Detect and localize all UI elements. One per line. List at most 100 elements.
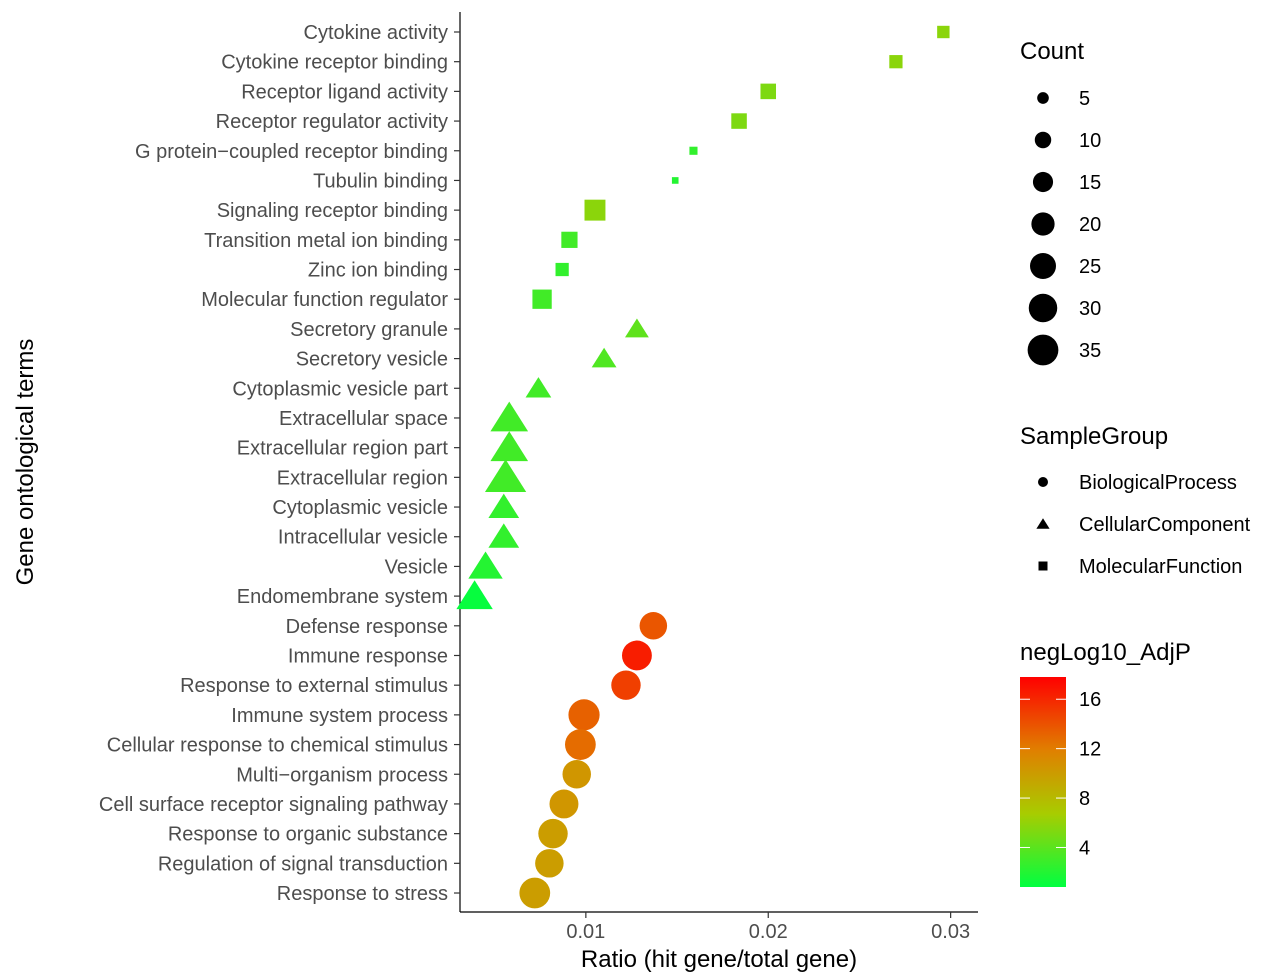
point-intracellular-vesicle	[488, 523, 520, 548]
data-points	[456, 25, 950, 909]
point-tubulin-binding	[671, 177, 679, 184]
colorbar-label-12: 12	[1079, 739, 1101, 761]
y-tick-label-molecular-function-regulator: Molecular function regulator	[201, 289, 448, 311]
legend-shape-key-biologicalprocess	[1038, 477, 1048, 487]
y-axis-title: Gene ontological terms	[12, 339, 39, 586]
legend-count-label-15: 15	[1079, 172, 1101, 194]
y-tick-label-response-to-external-stimulus: Response to external stimulus	[180, 675, 448, 697]
point-molecular-function-regulator	[532, 289, 552, 309]
y-tick-label-secretory-granule: Secretory granule	[290, 319, 448, 341]
y-tick-label-cytoplasmic-vesicle-part: Cytoplasmic vesicle part	[232, 378, 448, 400]
legend-color-title: negLog10_AdjP	[1020, 639, 1191, 666]
y-tick-label-zinc-ion-binding: Zinc ion binding	[308, 260, 448, 282]
legend-count-label-10: 10	[1079, 130, 1101, 152]
y-tick-label-secretory-vesicle: Secretory vesicle	[296, 349, 448, 371]
legend-count-key-20	[1031, 212, 1055, 236]
colorbar-label-8: 8	[1079, 788, 1090, 810]
point-secretory-vesicle	[591, 347, 617, 368]
point-receptor-ligand-activity	[760, 83, 777, 100]
legend-count-key-30	[1028, 293, 1058, 323]
x-axis-ticks: 0.01 0.02 0.03	[566, 912, 970, 943]
legend-samplegroup: SampleGroup BiologicalProcess CellularCom…	[1020, 423, 1251, 578]
legend-count-key-5	[1037, 92, 1049, 104]
y-tick-label-receptor-regulator-activity: Receptor regulator activity	[216, 111, 448, 133]
legend-count-label-30: 30	[1079, 298, 1101, 320]
y-tick-label-signaling-receptor-binding: Signaling receptor binding	[217, 200, 448, 222]
y-tick-label-endomembrane-system: Endomembrane system	[237, 586, 448, 608]
y-tick-label-g-protein-coupled-receptor-binding: G protein−coupled receptor binding	[135, 141, 448, 163]
colorbar	[1020, 677, 1066, 887]
legend-count-title: Count	[1020, 38, 1084, 65]
point-transition-metal-ion-binding	[561, 231, 578, 248]
legend-count-key-10	[1034, 131, 1052, 149]
point-regulation-of-signal-transduction	[535, 849, 564, 878]
point-secretory-granule	[625, 318, 649, 338]
legend-count-key-35	[1027, 334, 1059, 366]
y-tick-label-multi-organism-process: Multi−organism process	[236, 764, 448, 786]
colorbar-label-4: 4	[1079, 837, 1090, 859]
point-cytokine-receptor-binding	[889, 55, 903, 69]
y-tick-label-tubulin-binding: Tubulin binding	[313, 170, 448, 192]
point-multi-organism-process	[562, 760, 591, 789]
point-response-to-stress	[519, 877, 551, 909]
x-tick-label-0.01: 0.01	[566, 921, 605, 943]
y-tick-label-response-to-stress: Response to stress	[277, 883, 448, 905]
y-tick-label-immune-system-process: Immune system process	[231, 705, 448, 727]
legend-samplegroup-title: SampleGroup	[1020, 423, 1168, 450]
point-cytokine-activity	[937, 25, 950, 39]
y-tick-label-transition-metal-ion-binding: Transition metal ion binding	[204, 230, 448, 252]
colorbar-label-16: 16	[1079, 689, 1101, 711]
y-tick-label-defense-response: Defense response	[286, 616, 448, 638]
legend-color: negLog10_AdjP 16 12 8 4	[1020, 639, 1191, 887]
y-tick-label-response-to-organic-substance: Response to organic substance	[168, 824, 448, 846]
point-extracellular-region	[484, 459, 527, 493]
point-zinc-ion-binding	[555, 262, 569, 277]
y-tick-label-immune-response: Immune response	[288, 645, 448, 667]
y-tick-label-extracellular-region: Extracellular region	[277, 467, 448, 489]
y-tick-label-vesicle: Vesicle	[385, 556, 448, 578]
legend-count: Count 5 10 15 20 25 30 35	[1020, 38, 1101, 366]
point-response-to-organic-substance	[538, 818, 568, 849]
legend-shape-key-molecularfunction	[1038, 561, 1048, 571]
point-cytoplasmic-vesicle-part	[525, 377, 552, 398]
y-tick-label-receptor-ligand-activity: Receptor ligand activity	[241, 81, 448, 103]
point-vesicle	[468, 551, 503, 579]
x-tick-label-0.02: 0.02	[749, 921, 788, 943]
point-g-protein-coupled-receptor-binding	[689, 146, 698, 155]
point-extracellular-space	[490, 401, 529, 432]
legend-shape-key-cellularcomponent	[1036, 518, 1050, 529]
x-tick-label-0.03: 0.03	[931, 921, 970, 943]
y-tick-label-cellular-response-to-chemical-stimulus: Cellular response to chemical stimulus	[107, 735, 448, 757]
legend-count-label-5: 5	[1079, 88, 1090, 110]
y-axis-ticks: Cytokine activity Cytokine receptor bindi…	[99, 22, 460, 905]
y-tick-label-intracellular-vesicle: Intracellular vesicle	[278, 527, 448, 549]
legend-count-label-35: 35	[1079, 340, 1101, 362]
point-response-to-external-stimulus	[611, 670, 641, 700]
legend-count-key-15	[1032, 171, 1054, 193]
point-cytoplasmic-vesicle	[488, 493, 520, 519]
legend-shape-label-molecularfunction: MolecularFunction	[1079, 556, 1242, 578]
y-tick-label-extracellular-space: Extracellular space	[279, 408, 448, 430]
y-tick-label-cytoplasmic-vesicle: Cytoplasmic vesicle	[272, 497, 448, 519]
legend-shape-label-biologicalprocess: BiologicalProcess	[1079, 472, 1237, 494]
point-cellular-response-to-chemical-stimulus	[564, 729, 596, 760]
point-receptor-regulator-activity	[731, 113, 747, 129]
y-tick-label-cell-surface-receptor-signaling-pathway: Cell surface receptor signaling pathway	[99, 794, 448, 816]
x-axis-title: Ratio (hit gene/total gene)	[581, 946, 857, 973]
legend-count-key-25	[1030, 253, 1056, 279]
legend-count-label-20: 20	[1079, 214, 1101, 236]
point-immune-response	[621, 640, 652, 671]
y-tick-label-regulation-of-signal-transduction: Regulation of signal transduction	[158, 853, 448, 875]
point-cell-surface-receptor-signaling-pathway	[549, 789, 579, 819]
y-tick-label-extracellular-region-part: Extracellular region part	[237, 438, 449, 460]
y-tick-label-cytokine-receptor-binding: Cytokine receptor binding	[221, 52, 448, 74]
point-endomembrane-system	[456, 580, 493, 610]
legend-count-label-25: 25	[1079, 256, 1101, 278]
y-tick-label-cytokine-activity: Cytokine activity	[304, 22, 449, 44]
point-extracellular-region-part	[490, 431, 529, 462]
point-signaling-receptor-binding	[584, 199, 606, 221]
legend-shape-label-cellularcomponent: CellularComponent	[1079, 514, 1251, 536]
point-immune-system-process	[568, 699, 600, 731]
plot-area: Cytokine activity Cytokine receptor bindi…	[99, 12, 978, 943]
